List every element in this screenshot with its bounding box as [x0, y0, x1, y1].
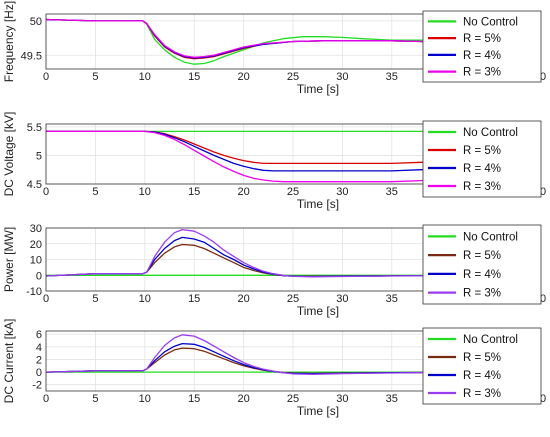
legend: No Control R = 5% R = 4% R = 3% — [422, 327, 542, 405]
y-tick-label: 6 — [36, 329, 42, 341]
y-tick-label: 10 — [30, 255, 42, 267]
x-tick-label: 5 — [92, 293, 98, 305]
x-tick-label: 35 — [386, 393, 398, 405]
x-axis-label: Time [s] — [297, 304, 339, 318]
legend-label-3: R = 4% — [463, 269, 501, 281]
x-tick-label: 10 — [139, 393, 151, 405]
x-tick-label: 10 — [139, 186, 151, 198]
legend-label-1: No Control — [463, 231, 518, 243]
x-tick-label: 0 — [43, 71, 49, 83]
x-tick-label: 5 — [92, 186, 98, 198]
x-tick-label: 5 — [92, 71, 98, 83]
y-tick-label: 4.5 — [27, 179, 42, 191]
y-tick-label: 4 — [36, 342, 42, 354]
y-axis-label: DC Current [kA] — [2, 319, 16, 404]
x-tick-label: 20 — [237, 186, 249, 198]
x-tick-label: 35 — [386, 71, 398, 83]
y-tick-label: 20 — [30, 239, 42, 251]
series-line-3 — [46, 130, 540, 172]
series-line-4 — [46, 18, 540, 58]
x-tick-label: 20 — [237, 393, 249, 405]
x-tick-label: 25 — [287, 186, 299, 198]
legend-label-3: R = 4% — [463, 370, 501, 382]
x-tick-label: 25 — [287, 293, 299, 305]
x-axis-label: Time [s] — [297, 404, 339, 418]
legend-label-2: R = 5% — [463, 352, 501, 364]
x-tick-label: 20 — [237, 71, 249, 83]
legend: No Control R = 5% R = 4% R = 3% — [422, 10, 542, 83]
y-tick-label: 5 — [36, 150, 42, 162]
legend-label-4: R = 3% — [463, 181, 501, 193]
y-axis-label: Power [MW] — [2, 227, 16, 292]
x-tick-label: 30 — [336, 293, 348, 305]
legend-label-4: R = 3% — [463, 288, 501, 300]
legend-label-4: R = 3% — [463, 67, 501, 79]
x-tick-label: 10 — [139, 71, 151, 83]
legend: No Control R = 5% R = 4% R = 3% — [422, 224, 542, 305]
x-axis-label: Time [s] — [297, 82, 339, 96]
legend-box — [422, 327, 542, 405]
x-tick-label: 30 — [336, 393, 348, 405]
legend-label-2: R = 5% — [463, 145, 501, 157]
series-group — [46, 18, 540, 65]
y-axis-label: DC Voltage [kV] — [2, 112, 16, 197]
y-tick-label: 5.5 — [27, 122, 42, 134]
x-tick-label: 10 — [139, 293, 151, 305]
y-tick-label: 2 — [36, 354, 42, 366]
x-tick-label: 0 — [43, 186, 49, 198]
x-tick-label: 20 — [237, 293, 249, 305]
x-tick-label: 30 — [336, 71, 348, 83]
legend-label-2: R = 5% — [463, 33, 501, 45]
legend-box — [422, 10, 542, 83]
y-tick-label: 0 — [36, 270, 42, 282]
legend-box — [422, 224, 542, 305]
x-tick-label: 0 — [43, 393, 49, 405]
series-line-1 — [46, 18, 540, 65]
legend-label-1: No Control — [463, 16, 518, 28]
x-tick-label: 0 — [43, 293, 49, 305]
y-tick-label: -2 — [32, 380, 42, 392]
y-axis-label: Frequency [Hz] — [2, 1, 16, 82]
x-tick-label: 25 — [287, 71, 299, 83]
y-tick-label: 0 — [36, 367, 42, 379]
series-line-4 — [46, 334, 540, 375]
x-tick-label: 25 — [287, 393, 299, 405]
legend-box — [422, 120, 542, 198]
x-tick-label: 35 — [386, 186, 398, 198]
x-tick-label: 15 — [188, 293, 200, 305]
legend-label-4: R = 3% — [463, 388, 501, 400]
y-tick-label: 30 — [30, 223, 42, 235]
x-axis-label: Time [s] — [297, 197, 339, 211]
x-tick-label: 15 — [188, 186, 200, 198]
legend-label-2: R = 5% — [463, 250, 501, 262]
series-line-2 — [46, 130, 540, 165]
y-tick-label: -10 — [26, 286, 42, 298]
y-tick-label: 49.5 — [21, 50, 42, 62]
legend-label-1: No Control — [463, 127, 518, 139]
x-tick-label: 5 — [92, 393, 98, 405]
legend-label-1: No Control — [463, 334, 518, 346]
y-tick-label: 50 — [30, 16, 42, 28]
legend-label-3: R = 4% — [463, 163, 501, 175]
legend-label-3: R = 4% — [463, 50, 501, 62]
x-tick-label: 30 — [336, 186, 348, 198]
series-line-4 — [46, 228, 540, 278]
x-tick-label: 15 — [188, 393, 200, 405]
legend: No Control R = 5% R = 4% R = 3% — [422, 120, 542, 198]
x-tick-label: 15 — [188, 71, 200, 83]
series-group — [46, 130, 540, 183]
x-tick-label: 35 — [386, 293, 398, 305]
series-line-4 — [46, 130, 540, 183]
